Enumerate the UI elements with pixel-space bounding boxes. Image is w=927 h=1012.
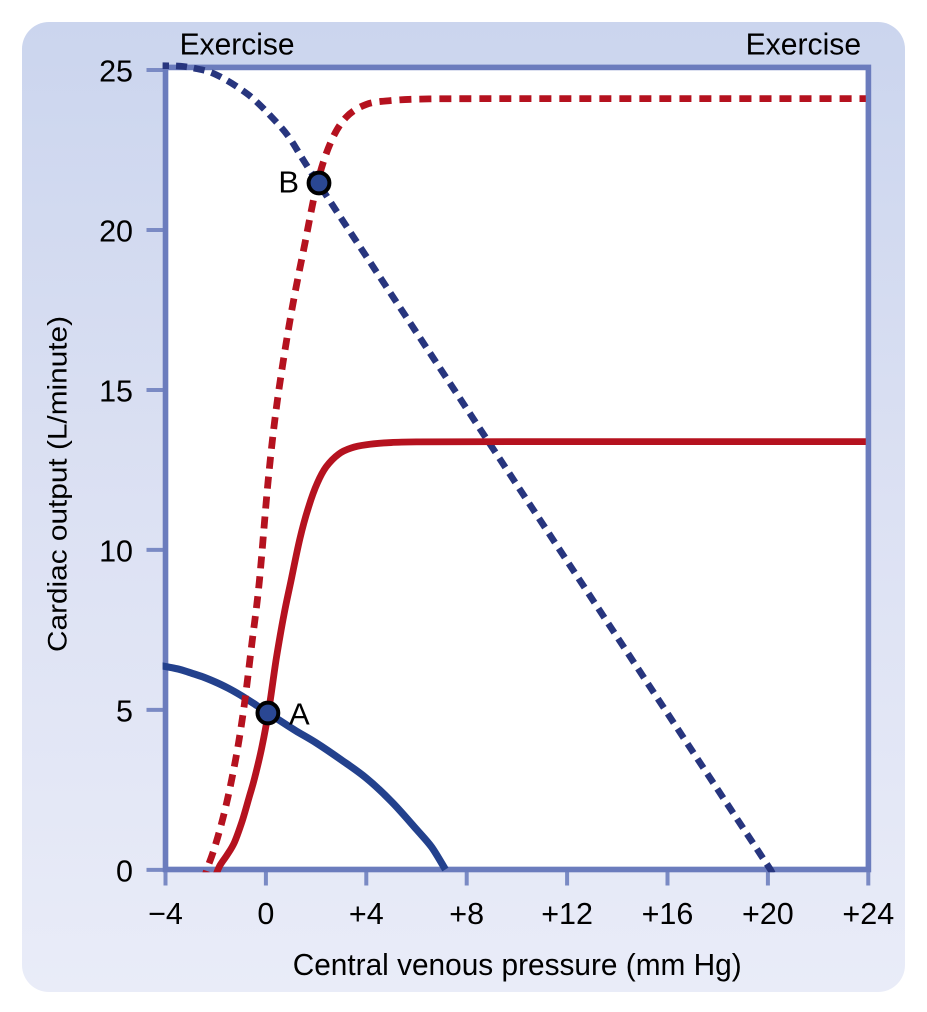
svg-text:Exercise: Exercise bbox=[746, 26, 862, 61]
svg-text:Central venous pressure (mm Hg: Central venous pressure (mm Hg) bbox=[293, 947, 742, 982]
svg-text:B: B bbox=[278, 165, 299, 200]
svg-text:+4: +4 bbox=[349, 897, 384, 931]
svg-text:0: 0 bbox=[257, 897, 274, 931]
svg-text:+12: +12 bbox=[541, 897, 593, 931]
svg-text:10: 10 bbox=[99, 534, 133, 568]
svg-text:+8: +8 bbox=[449, 897, 484, 931]
svg-text:Cardiac output (L/minute): Cardiac output (L/minute) bbox=[42, 316, 72, 652]
svg-text:20: 20 bbox=[99, 215, 133, 249]
svg-text:+16: +16 bbox=[642, 897, 694, 931]
svg-text:25: 25 bbox=[99, 55, 133, 89]
svg-text:A: A bbox=[289, 696, 310, 731]
svg-text:+20: +20 bbox=[742, 897, 794, 931]
svg-text:0: 0 bbox=[116, 854, 133, 888]
svg-text:−4: −4 bbox=[148, 897, 183, 931]
svg-text:+24: +24 bbox=[842, 897, 894, 931]
svg-text:Exercise: Exercise bbox=[180, 27, 295, 62]
svg-text:15: 15 bbox=[99, 375, 133, 409]
svg-text:5: 5 bbox=[116, 694, 133, 728]
